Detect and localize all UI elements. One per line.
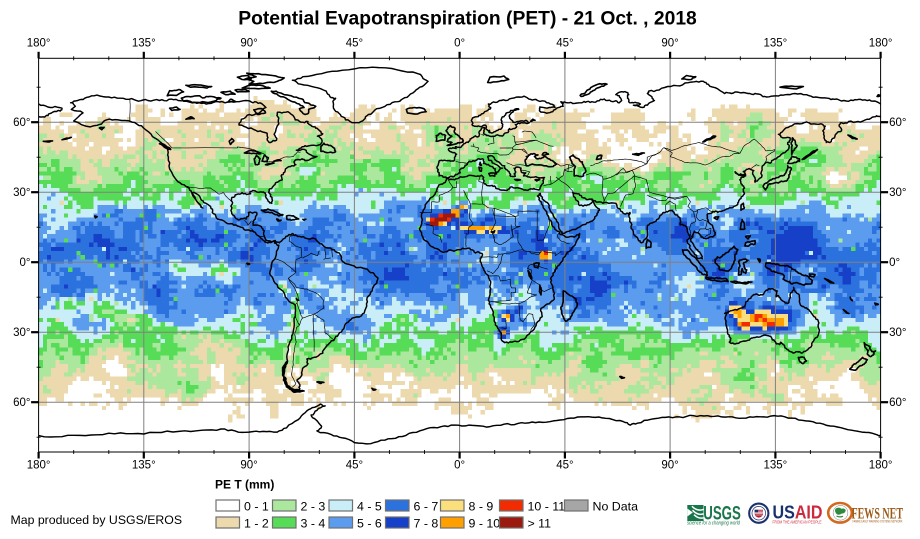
svg-text:8 - 9: 8 - 9 bbox=[469, 500, 494, 514]
svg-text:Map produced by USGS/EROS: Map produced by USGS/EROS bbox=[11, 513, 183, 527]
svg-text:45°: 45° bbox=[556, 460, 573, 472]
svg-text:90°: 90° bbox=[240, 460, 257, 472]
svg-text:60°: 60° bbox=[889, 117, 906, 129]
svg-text:60°: 60° bbox=[13, 397, 30, 409]
svg-text:6 - 7: 6 - 7 bbox=[414, 500, 439, 514]
svg-text:180°: 180° bbox=[27, 460, 51, 472]
svg-text:90°: 90° bbox=[240, 38, 257, 50]
svg-text:90°: 90° bbox=[661, 460, 678, 472]
svg-text:> 11: > 11 bbox=[528, 517, 552, 531]
svg-text:FROM THE AMERICAN PEOPLE: FROM THE AMERICAN PEOPLE bbox=[773, 519, 822, 524]
svg-text:No Data: No Data bbox=[593, 500, 639, 514]
svg-text:180°: 180° bbox=[869, 460, 893, 472]
svg-text:135°: 135° bbox=[764, 38, 788, 50]
svg-text:0 - 1: 0 - 1 bbox=[244, 500, 269, 514]
svg-text:7 - 8: 7 - 8 bbox=[414, 517, 439, 531]
svg-text:30°: 30° bbox=[889, 327, 906, 339]
svg-text:FEWS NET: FEWS NET bbox=[852, 505, 904, 522]
svg-text:1 - 2: 1 - 2 bbox=[244, 517, 269, 531]
svg-text:USGS: USGS bbox=[703, 503, 741, 525]
svg-text:4 - 5: 4 - 5 bbox=[357, 500, 382, 514]
svg-text:180°: 180° bbox=[27, 38, 51, 50]
svg-text:0°: 0° bbox=[20, 257, 31, 269]
svg-text:0°: 0° bbox=[889, 257, 900, 269]
svg-text:45°: 45° bbox=[556, 38, 573, 50]
svg-text:60°: 60° bbox=[889, 397, 906, 409]
svg-text:30°: 30° bbox=[889, 187, 906, 199]
svg-text:0°: 0° bbox=[454, 38, 465, 50]
svg-text:135°: 135° bbox=[764, 460, 788, 472]
svg-text:3 - 4: 3 - 4 bbox=[301, 517, 326, 531]
svg-text:135°: 135° bbox=[132, 460, 156, 472]
svg-text:2 - 3: 2 - 3 bbox=[301, 500, 326, 514]
svg-text:FAMINE EARLY WARNING SYSTEMS N: FAMINE EARLY WARNING SYSTEMS NETWORK bbox=[853, 520, 903, 524]
svg-text:90°: 90° bbox=[661, 38, 678, 50]
svg-text:USAID: USAID bbox=[773, 502, 823, 523]
svg-text:PE T (mm): PE T (mm) bbox=[215, 478, 274, 492]
svg-text:30°: 30° bbox=[13, 327, 30, 339]
svg-text:60°: 60° bbox=[13, 117, 30, 129]
svg-text:Potential Evapotranspiration (: Potential Evapotranspiration (PET) - 21 … bbox=[238, 9, 697, 30]
svg-text:9 - 10: 9 - 10 bbox=[469, 517, 501, 531]
svg-text:0°: 0° bbox=[454, 460, 465, 472]
svg-text:45°: 45° bbox=[346, 460, 363, 472]
svg-text:science for a changing world: science for a changing world bbox=[687, 520, 740, 526]
svg-text:135°: 135° bbox=[132, 38, 156, 50]
svg-text:10 - 11: 10 - 11 bbox=[528, 500, 566, 514]
svg-text:180°: 180° bbox=[869, 38, 893, 50]
svg-text:45°: 45° bbox=[346, 38, 363, 50]
svg-text:5 - 6: 5 - 6 bbox=[357, 517, 382, 531]
svg-text:30°: 30° bbox=[13, 187, 30, 199]
